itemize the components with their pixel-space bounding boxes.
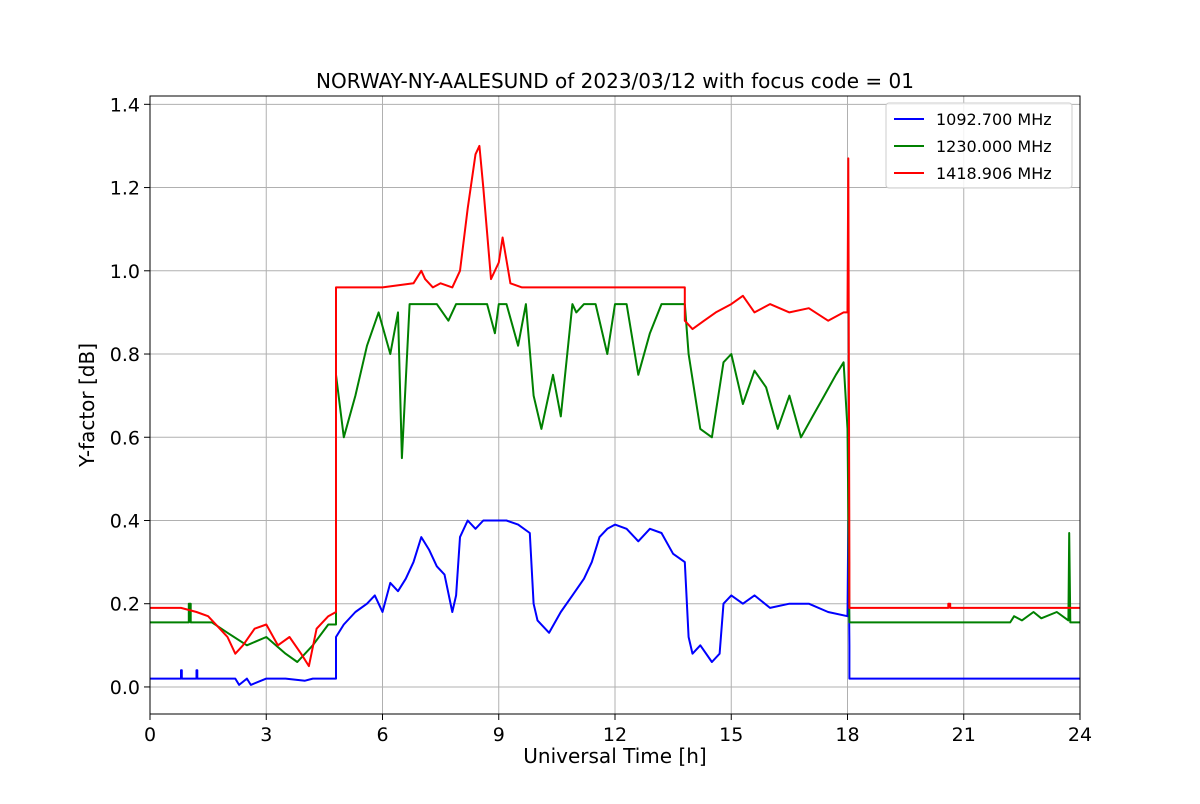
legend-label: 1230.000 MHz (936, 137, 1052, 156)
x-tick-label: 12 (603, 724, 627, 746)
x-tick-label: 15 (719, 724, 743, 746)
y-tick-label: 0.4 (110, 510, 140, 532)
x-tick-label: 21 (952, 724, 976, 746)
plot-area (150, 144, 1080, 686)
x-tick-label: 3 (260, 724, 272, 746)
x-tick-label: 18 (835, 724, 859, 746)
x-tick-label: 9 (493, 724, 505, 746)
y-tick-label: 1.4 (110, 94, 140, 116)
series-line-1 (150, 519, 1080, 686)
legend-label: 1418.906 MHz (936, 164, 1052, 183)
y-tick-label: 1.0 (110, 261, 140, 283)
legend-label: 1092.700 MHz (936, 110, 1052, 129)
chart-title: NORWAY-NY-AALESUND of 2023/03/12 with fo… (316, 69, 914, 93)
series-line-2 (150, 303, 1080, 663)
x-tick-label: 6 (376, 724, 388, 746)
series-line-3 (150, 144, 1080, 668)
y-axis: 0.0 0.2 0.4 0.6 0.8 1.0 1.2 1.4 (110, 94, 150, 699)
y-axis-label: Y-factor [dB] (75, 343, 99, 468)
x-tick-label: 0 (144, 724, 156, 746)
x-axis-label: Universal Time [h] (523, 744, 706, 768)
y-tick-label: 0.6 (110, 427, 140, 449)
legend-box (885, 102, 1073, 189)
y-tick-label: 0.2 (110, 594, 140, 616)
series-layer (150, 144, 1080, 686)
y-tick-label: 0.0 (110, 677, 140, 699)
x-tick-label: 24 (1068, 724, 1092, 746)
y-tick-label: 0.8 (110, 344, 140, 366)
legend: 1092.700 MHz 1230.000 MHz 1418.906 MHz (885, 102, 1073, 189)
y-tick-label: 1.2 (110, 178, 140, 200)
x-axis: 0 3 6 9 12 15 18 21 24 (144, 714, 1092, 746)
